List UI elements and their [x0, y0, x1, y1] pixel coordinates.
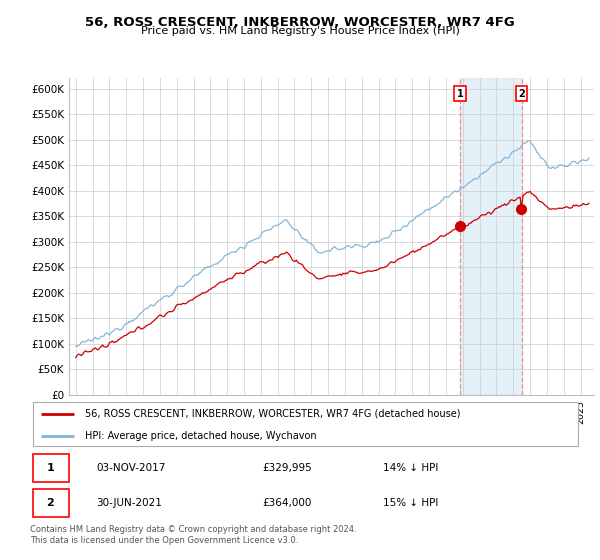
Text: 2: 2: [518, 88, 525, 99]
Text: £329,995: £329,995: [262, 463, 311, 473]
Text: 1: 1: [457, 88, 463, 99]
Text: Price paid vs. HM Land Registry's House Price Index (HPI): Price paid vs. HM Land Registry's House …: [140, 26, 460, 36]
Text: 30-JUN-2021: 30-JUN-2021: [96, 498, 162, 507]
Text: 1: 1: [47, 463, 54, 473]
FancyBboxPatch shape: [33, 488, 68, 516]
FancyBboxPatch shape: [33, 454, 68, 482]
Bar: [460, 78, 521, 395]
Text: Contains HM Land Registry data © Crown copyright and database right 2024.
This d: Contains HM Land Registry data © Crown c…: [30, 525, 356, 545]
Text: £364,000: £364,000: [262, 498, 311, 507]
Text: 03-NOV-2017: 03-NOV-2017: [96, 463, 166, 473]
Text: 15% ↓ HPI: 15% ↓ HPI: [383, 498, 439, 507]
Text: 56, ROSS CRESCENT, INKBERROW, WORCESTER, WR7 4FG: 56, ROSS CRESCENT, INKBERROW, WORCESTER,…: [85, 16, 515, 29]
Text: HPI: Average price, detached house, Wychavon: HPI: Average price, detached house, Wych…: [85, 431, 317, 441]
FancyBboxPatch shape: [33, 402, 578, 446]
Text: 2: 2: [47, 498, 54, 507]
Text: 56, ROSS CRESCENT, INKBERROW, WORCESTER, WR7 4FG (detached house): 56, ROSS CRESCENT, INKBERROW, WORCESTER,…: [85, 409, 461, 419]
Text: 14% ↓ HPI: 14% ↓ HPI: [383, 463, 439, 473]
